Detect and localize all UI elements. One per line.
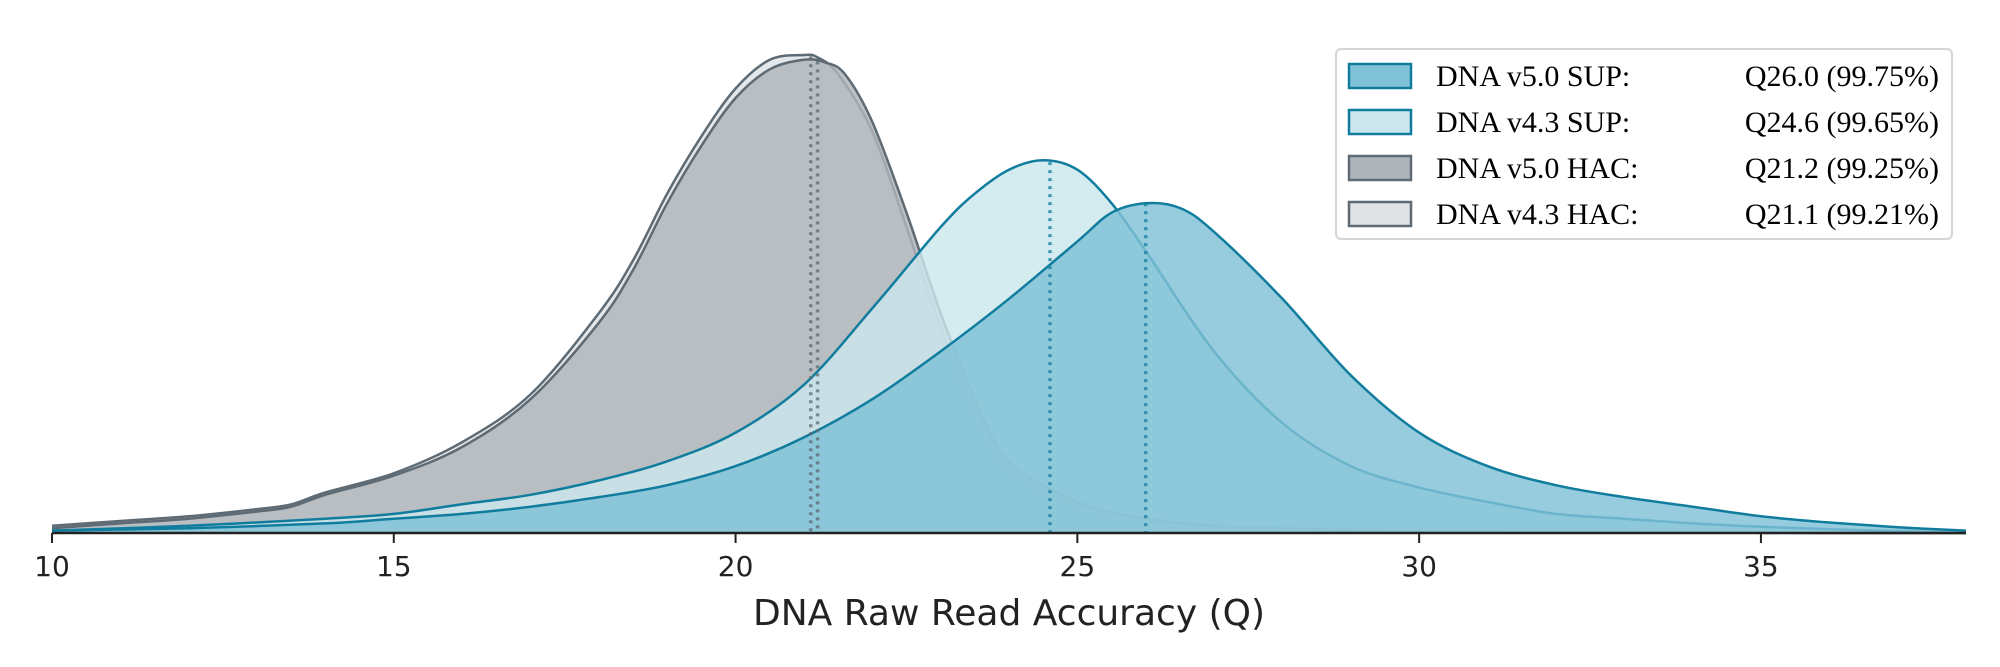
legend-label-dna-v4-3-hac: DNA v4.3 HAC: (1436, 198, 1639, 231)
legend-swatch-dna-v5-0-hac (1347, 154, 1413, 182)
legend-label-dna-v4-3-sup: DNA v4.3 SUP: (1436, 106, 1630, 139)
x-axis-title: DNA Raw Read Accuracy (Q) (753, 593, 1265, 634)
legend-stat-dna-v4-3-hac: Q21.1 (99.21%) (1745, 198, 1939, 231)
legend-items: DNA v5.0 SUP: Q26.0 (99.75%) DNA v4.3 SUP:… (1347, 60, 1939, 231)
legend-stat-dna-v5-0-hac: Q21.2 (99.25%) (1745, 152, 1939, 185)
legend-swatch-dna-v4-3-sup (1347, 108, 1413, 136)
legend-swatch-dna-v4-3-hac (1347, 200, 1413, 228)
x-tick-label: 10 (34, 550, 70, 583)
x-tick-label: 30 (1401, 550, 1437, 583)
legend-swatch-dna-v5-0-sup (1347, 62, 1413, 90)
density-curve-dna-v5-0-sup (51, 201, 1967, 532)
x-tick-label: 35 (1743, 550, 1779, 583)
density-area-dna-v5-0-sup (52, 202, 1966, 533)
legend-stat-dna-v4-3-sup: Q24.6 (99.65%) (1745, 106, 1939, 139)
legend-stat-dna-v5-0-sup: Q26.0 (99.75%) (1745, 60, 1939, 93)
x-tick-label: 15 (376, 550, 412, 583)
series-layer (51, 53, 1967, 535)
density-area-dna-v5-0-hac (52, 59, 1966, 534)
x-axis-ticks: 10 15 20 25 30 35 (34, 533, 1779, 583)
x-tick-label: 20 (718, 550, 754, 583)
legend: DNA v5.0 SUP: Q26.0 (99.75%) DNA v4.3 SUP:… (1335, 48, 1953, 240)
legend-label-dna-v5-0-sup: DNA v5.0 SUP: (1436, 60, 1630, 93)
legend-label-dna-v5-0-hac: DNA v5.0 HAC: (1436, 152, 1639, 185)
mean-lines (809, 56, 1148, 533)
x-tick-label: 25 (1060, 550, 1096, 583)
